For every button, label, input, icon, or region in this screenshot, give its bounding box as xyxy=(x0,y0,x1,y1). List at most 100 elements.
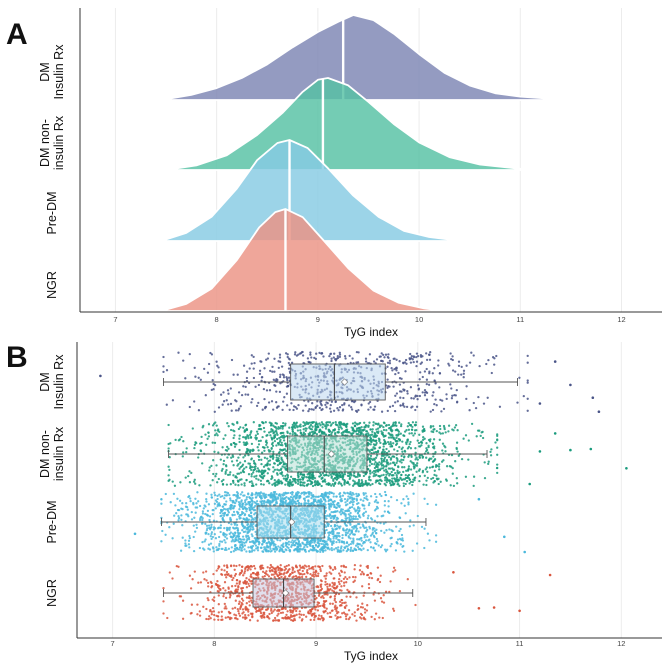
jitter-point xyxy=(403,405,406,408)
outlier-point xyxy=(528,482,531,486)
jitter-point xyxy=(181,455,184,458)
jitter-point xyxy=(281,474,284,477)
jitter-point xyxy=(260,503,263,506)
jitter-point xyxy=(309,423,313,427)
jitter-point xyxy=(358,507,361,510)
jitter-point xyxy=(367,402,370,405)
panel-a-x-tick-label: 7 xyxy=(113,315,117,324)
jitter-point xyxy=(368,502,371,505)
jitter-point xyxy=(399,477,402,480)
jitter-point xyxy=(247,473,251,476)
jitter-point xyxy=(235,400,238,403)
jitter-point xyxy=(275,502,279,505)
jitter-point xyxy=(252,367,255,370)
jitter-point xyxy=(410,406,413,409)
jitter-point xyxy=(428,539,431,542)
jitter-point xyxy=(291,433,294,436)
jitter-point xyxy=(396,469,399,472)
jitter-point xyxy=(302,473,305,476)
jitter-point xyxy=(279,435,283,439)
jitter-point xyxy=(336,524,339,527)
jitter-point xyxy=(316,425,319,429)
jitter-point xyxy=(437,359,440,362)
jitter-point xyxy=(331,500,334,503)
jitter-point xyxy=(365,432,368,436)
jitter-point xyxy=(344,533,347,537)
jitter-point xyxy=(304,404,307,407)
jitter-point xyxy=(286,473,289,476)
jitter-point xyxy=(409,361,413,364)
jitter-point xyxy=(305,421,308,424)
jitter-point xyxy=(284,483,287,486)
jitter-point xyxy=(243,548,246,551)
jitter-point xyxy=(279,468,283,472)
jitter-point xyxy=(400,377,403,380)
jitter-point xyxy=(180,518,183,522)
jitter-point xyxy=(204,433,207,436)
jitter-point xyxy=(197,456,200,459)
jitter-point xyxy=(280,458,283,461)
jitter-point xyxy=(423,394,427,397)
jitter-point xyxy=(350,400,354,403)
jitter-point xyxy=(272,470,275,473)
jitter-point xyxy=(169,501,172,504)
jitter-point xyxy=(294,539,297,542)
jitter-point xyxy=(209,484,212,487)
jitter-point xyxy=(364,360,368,363)
jitter-point xyxy=(286,353,289,356)
jitter-point xyxy=(328,498,331,502)
jitter-point xyxy=(356,545,360,549)
jitter-point xyxy=(378,474,381,478)
jitter-point xyxy=(260,458,263,461)
jitter-point xyxy=(483,461,486,464)
jitter-point xyxy=(295,491,298,495)
jitter-point xyxy=(284,424,287,427)
jitter-point xyxy=(293,425,296,428)
jitter-point xyxy=(243,482,246,485)
jitter-point xyxy=(349,361,352,365)
jitter-point xyxy=(244,499,247,502)
jitter-point xyxy=(229,499,232,502)
jitter-point xyxy=(271,370,274,373)
jitter-point xyxy=(205,498,208,501)
jitter-point xyxy=(239,471,243,474)
jitter-point xyxy=(247,436,250,440)
jitter-point xyxy=(265,358,268,361)
jitter-point xyxy=(434,540,438,543)
jitter-point xyxy=(382,473,385,477)
jitter-point xyxy=(220,540,224,543)
jitter-point xyxy=(357,478,361,482)
jitter-point xyxy=(288,479,292,482)
jitter-point xyxy=(366,482,369,485)
jitter-point xyxy=(194,530,197,533)
jitter-point xyxy=(464,475,468,478)
jitter-point xyxy=(353,533,356,536)
jitter-point xyxy=(262,426,266,430)
jitter-point xyxy=(409,480,413,484)
jitter-point xyxy=(259,500,262,503)
category-label-line: Pre-DM xyxy=(45,191,59,234)
jitter-point xyxy=(278,461,281,465)
jitter-point xyxy=(242,426,245,429)
jitter-point xyxy=(332,492,335,495)
jitter-point xyxy=(213,410,216,413)
jitter-point xyxy=(237,484,240,487)
jitter-point xyxy=(225,468,228,472)
jitter-point xyxy=(218,542,221,546)
panel-a-label: A xyxy=(6,18,28,51)
jitter-point xyxy=(325,473,328,477)
jitter-point xyxy=(366,548,369,552)
jitter-point xyxy=(432,481,435,484)
jitter-point xyxy=(160,516,163,520)
jitter-point xyxy=(394,443,398,447)
jitter-point xyxy=(402,478,405,481)
jitter-point xyxy=(366,484,369,487)
jitter-point xyxy=(348,516,351,519)
jitter-point xyxy=(167,474,170,477)
jitter-point xyxy=(226,422,229,425)
jitter-point xyxy=(346,422,349,426)
jitter-point xyxy=(267,499,270,502)
jitter-point xyxy=(345,549,348,553)
jitter-point xyxy=(423,370,427,373)
jitter-point xyxy=(378,446,381,449)
